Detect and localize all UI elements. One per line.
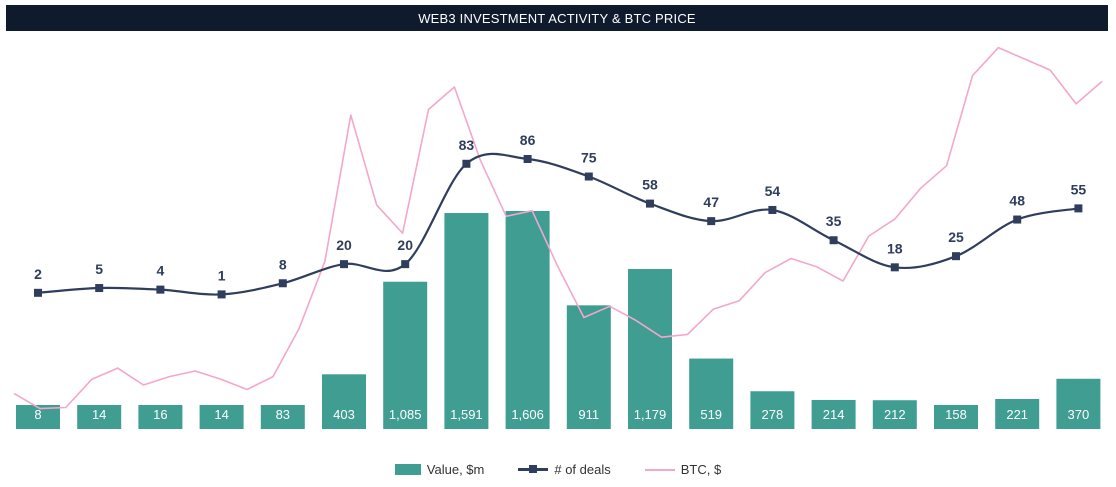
deals-label-5: 20 [336,237,352,253]
bar-label-11: 519 [700,407,722,422]
legend-swatch-deals [518,464,549,475]
bar-7[interactable] [444,213,489,429]
deals-label-12: 54 [765,183,781,199]
deals-point-14[interactable] [890,263,899,272]
deals-point-16[interactable] [1013,215,1022,224]
deals-label-16: 48 [1009,193,1025,209]
deals-point-13[interactable] [829,236,838,245]
bar-5[interactable] [322,374,366,429]
bar-3[interactable] [199,405,244,429]
bar-6[interactable] [383,281,428,429]
bar-11[interactable] [689,358,734,429]
bar-14[interactable] [872,400,917,429]
deals-point-2[interactable] [156,285,165,294]
bar-label-3: 14 [214,407,228,422]
legend-label-value: Value, $m [426,462,485,477]
deals-label-9: 75 [581,150,597,166]
legend-swatch-btc [644,468,675,471]
deals-label-13: 35 [826,213,842,229]
bar-0[interactable] [16,405,60,429]
deals-point-3[interactable] [217,290,226,299]
deals-point-5[interactable] [340,260,348,269]
deals-label-6: 20 [397,237,413,253]
bar-label-2: 16 [153,407,167,422]
deals-point-15[interactable] [952,252,960,261]
deals-point-17[interactable] [1074,204,1083,213]
bar-label-16: 221 [1006,407,1028,422]
legend-item-btc[interactable]: BTC, $ [644,462,722,477]
deals-label-7: 83 [459,137,475,153]
bar-label-5: 403 [333,407,355,422]
bar-label-0: 8 [34,407,41,422]
bar-label-6: 1,085 [389,407,422,422]
deals-label-2: 4 [157,263,165,279]
bar-13[interactable] [811,399,856,429]
deals-label-14: 18 [887,240,903,256]
deals-point-7[interactable] [462,159,471,168]
deals-point-11[interactable] [707,217,716,226]
bar-label-14: 212 [884,407,906,422]
bars-layer [16,211,1101,429]
bar-16[interactable] [995,399,1040,429]
bar-label-1: 14 [92,407,106,422]
bar-4[interactable] [260,405,305,429]
btc-layer [13,46,1103,410]
bar-label-10: 1,179 [634,407,667,422]
bar-label-4: 83 [276,407,290,422]
deals-point-9[interactable] [584,172,593,181]
deals-label-10: 58 [642,177,658,193]
deals-label-11: 47 [703,194,719,210]
legend-item-deals[interactable]: # of deals [518,462,611,477]
bar-2[interactable] [138,405,183,429]
deals-point-4[interactable] [278,279,287,288]
deals-layer [34,152,1083,299]
legend-label-btc: BTC, $ [680,462,722,477]
deals-point-1[interactable] [95,284,104,293]
deals-label-17: 55 [1071,181,1087,197]
bar-9[interactable] [566,305,611,429]
labels-layer: 8 14 16 14 83 403 1,085 1,591 1,606 911 1,179 519 27… [34,132,1089,422]
chart-title: WEB3 INVESTMENT ACTIVITY & BTC PRICE [6,5,1108,31]
bar-1[interactable] [77,405,122,429]
bar-label-8: 1,606 [511,407,544,422]
deals-label-4: 8 [279,256,287,272]
bar-17[interactable] [1056,378,1101,429]
deals-point-6[interactable] [401,260,410,269]
bar-12[interactable] [750,391,795,429]
bar-8[interactable] [505,211,550,429]
deals-line [37,152,1079,296]
deals-label-3: 1 [218,267,226,283]
bar-label-12: 278 [762,407,784,422]
btc-line [13,46,1103,410]
bar-label-15: 158 [945,407,967,422]
deals-point-8[interactable] [523,155,532,163]
bar-10[interactable] [628,268,672,429]
bar-15[interactable] [934,405,978,429]
bar-label-13: 214 [823,407,845,422]
bar-label-17: 370 [1068,407,1090,422]
deals-label-15: 25 [948,229,964,245]
legend-label-deals: # of deals [554,462,611,477]
deals-point-10[interactable] [646,199,654,208]
legend-item-value[interactable]: Value, $m [394,462,485,477]
legend-swatch-value [394,464,421,475]
deals-point-12[interactable] [768,205,777,214]
bar-label-7: 1,591 [450,407,483,422]
legend: Value, $m # of deals BTC, $ [0,462,1116,477]
deals-point-0[interactable] [34,288,42,297]
deals-label-1: 5 [95,261,103,277]
deals-label-0: 2 [34,266,42,282]
bar-label-9: 911 [578,407,599,422]
deals-label-8: 86 [520,132,536,148]
chart: 8 14 16 14 83 403 1,085 1,591 1,606 911 1,179 519 27… [13,46,1103,429]
